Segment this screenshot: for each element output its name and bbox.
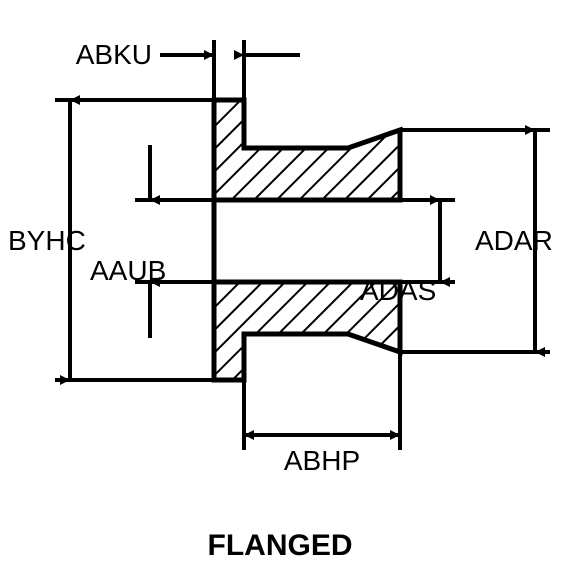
diagram-caption: FLANGED xyxy=(208,529,353,562)
part-cross-section xyxy=(214,100,400,380)
dim-adas: ADAS xyxy=(360,200,455,306)
dim-byhc: BYHC xyxy=(8,100,214,380)
upper-section-hatch xyxy=(214,100,400,200)
label-adas: ADAS xyxy=(360,275,436,306)
dim-adar: ADAR xyxy=(400,130,553,352)
label-adar: ADAR xyxy=(475,225,553,256)
label-aaub: AAUB xyxy=(90,255,166,286)
label-abku: ABKU xyxy=(76,39,152,70)
label-abhp: ABHP xyxy=(284,445,360,476)
dim-abku: ABKU xyxy=(76,39,300,100)
dim-aaub: AAUB xyxy=(90,145,214,338)
dim-abhp: ABHP xyxy=(244,352,400,476)
label-byhc: BYHC xyxy=(8,225,86,256)
flanged-bushing-diagram: ABKU BYHC AAUB ABHP ADAS ADAR FLANGE xyxy=(0,0,561,587)
